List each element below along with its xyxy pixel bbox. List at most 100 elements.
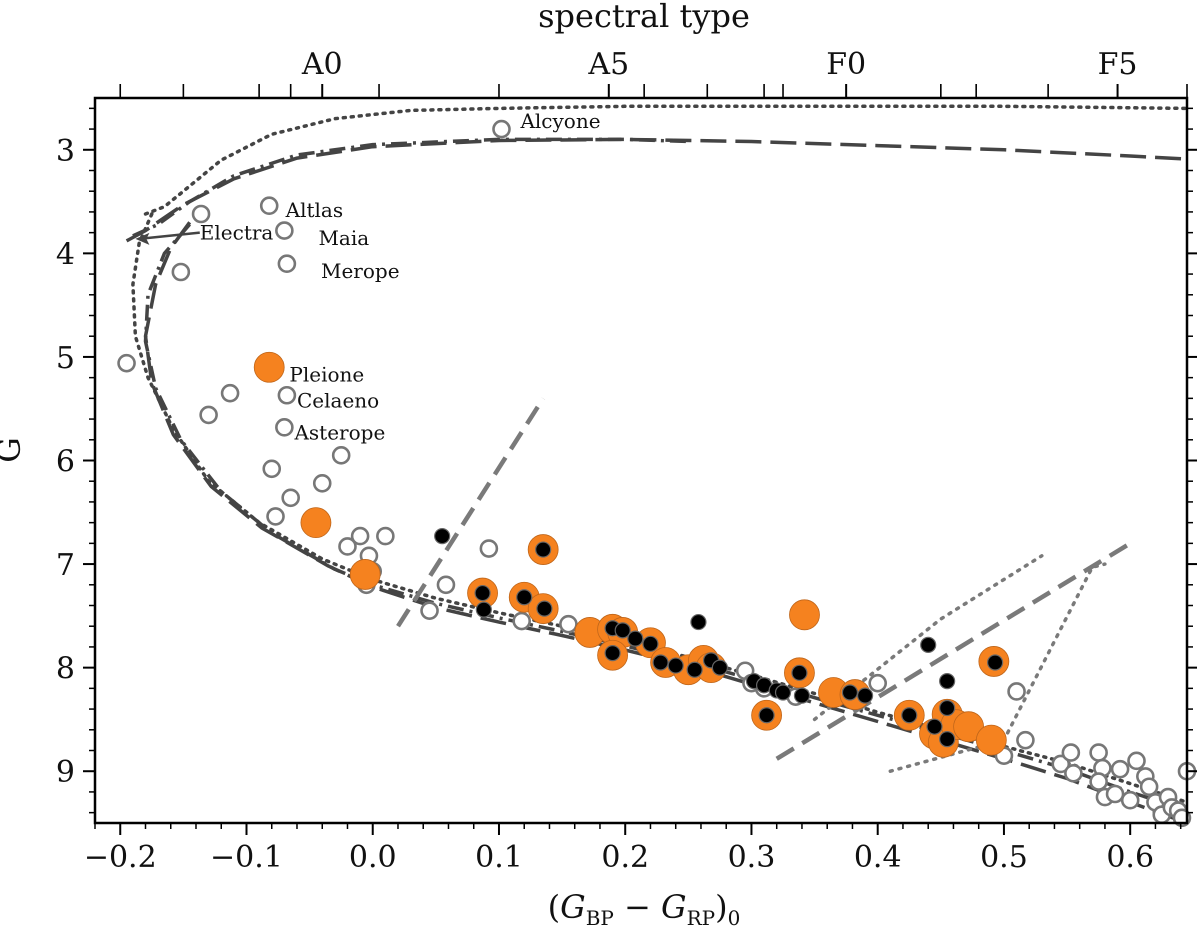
plot-frame [93,96,1189,825]
open-point-24 [479,539,499,558]
orange-point-2 [349,559,381,590]
y-axis-title: G [0,437,28,463]
black-point-10 [604,645,621,662]
open-point-46 [1120,790,1140,810]
curve-dotted-0 [143,104,1187,216]
black-point-21 [774,684,792,701]
y-tick-label-3: 6 [56,445,75,480]
open-point-47 [1127,751,1146,771]
black-point-28 [926,718,943,735]
black-point-14 [690,613,707,631]
black-point-27 [920,636,937,653]
x-tick-label-7: 0.5 [980,840,1028,875]
black-point-31 [939,731,956,748]
open-point-16 [350,526,370,546]
orange-point-1 [300,507,332,539]
x-tick-label-1: −0.1 [210,840,283,875]
open-point-10 [275,418,294,437]
open-point-18 [338,537,357,556]
y-tick-label-5: 8 [56,652,75,687]
open-point-26 [559,614,578,634]
open-point-22 [436,575,456,595]
y-tick-label-1: 4 [56,237,75,272]
black-point-24 [841,684,859,701]
black-point-13 [686,661,703,678]
star-label-pleione: Pleione [289,363,364,387]
open-point-43 [1089,772,1108,791]
x-title-close: ) [715,888,727,926]
black-point-12 [667,657,684,674]
black-point-7 [614,622,631,639]
open-point-37 [1051,754,1071,774]
open-point-34 [1007,682,1026,701]
open-point-2 [191,204,211,224]
open-point-49 [1139,777,1159,797]
star-label-celaeno: Celaeno [297,388,379,412]
top-tick-label-2: F0 [826,47,866,82]
top-tick-label-0: A0 [301,47,343,82]
curve-guide-dash-6 [396,397,546,628]
open-point-25 [512,611,532,631]
black-point-29 [939,673,956,690]
x-tick-label-6: 0.4 [854,840,902,875]
star-label-electra: Electra [200,221,274,245]
star-label-merope: Merope [321,259,400,283]
open-point-9 [199,405,218,425]
y-tick-label-2: 5 [56,341,75,376]
x-tick-label-4: 0.2 [601,840,649,875]
black-point-19 [758,707,775,724]
curve-dotted-3 [131,212,1187,805]
black-point-9 [642,635,659,652]
top-tick-label-1: A5 [587,47,629,82]
black-point-25 [856,687,874,704]
curve-guide-dot-9 [888,562,1107,773]
star-label-asterope: Asterope [293,421,385,445]
x-title-sub0: 0 [728,906,741,929]
x-tick-label-8: 0.6 [1106,840,1154,875]
black-point-23 [793,687,811,704]
orange-point-26 [953,711,984,743]
open-point-3 [275,221,294,240]
open-point-39 [1064,763,1083,783]
open-point-12 [281,488,300,508]
open-point-4 [277,254,297,274]
open-point-6 [117,353,136,373]
black-point-16 [711,659,729,676]
black-point-32 [987,654,1004,671]
black-point-22 [791,664,808,681]
curve-longdash-2 [125,137,1187,243]
x-tick-label-5: 0.3 [728,840,776,875]
open-point-40 [1089,743,1108,762]
open-point-23 [420,601,439,620]
star-label-alcyone: Alcyone [519,109,600,133]
orange-point-28 [975,724,1007,756]
black-point-26 [901,707,918,724]
x-tick-label-3: 0.1 [475,840,523,875]
open-point-17 [376,526,395,546]
black-point-8 [627,630,644,647]
open-point-14 [331,446,351,465]
x-title-minus: − [614,888,661,926]
y-tick-label-4: 7 [56,548,75,583]
y-tick-label-0: 3 [56,134,75,169]
star-label-altlas: Altlas [285,198,343,222]
black-point-11 [652,654,669,671]
black-point-30 [939,699,956,717]
x-tick-label-0: −0.2 [84,840,157,875]
black-point-2 [535,541,552,558]
open-point-45 [1105,784,1125,804]
x-title-sub2: RP [687,906,716,929]
curve-guide-dash-7 [775,541,1132,761]
black-point-3 [536,600,553,617]
black-point-0 [434,528,451,545]
open-point-7 [277,385,297,405]
electra-arrow-head [135,232,150,245]
black-point-1 [475,601,492,618]
electra-arrow-line [139,231,200,241]
open-point-42 [1110,759,1130,779]
open-point-5 [171,262,191,282]
curve-longdash-5 [143,221,1187,823]
x-title-g2: G [661,888,687,926]
x-title-g1: G [560,888,586,926]
